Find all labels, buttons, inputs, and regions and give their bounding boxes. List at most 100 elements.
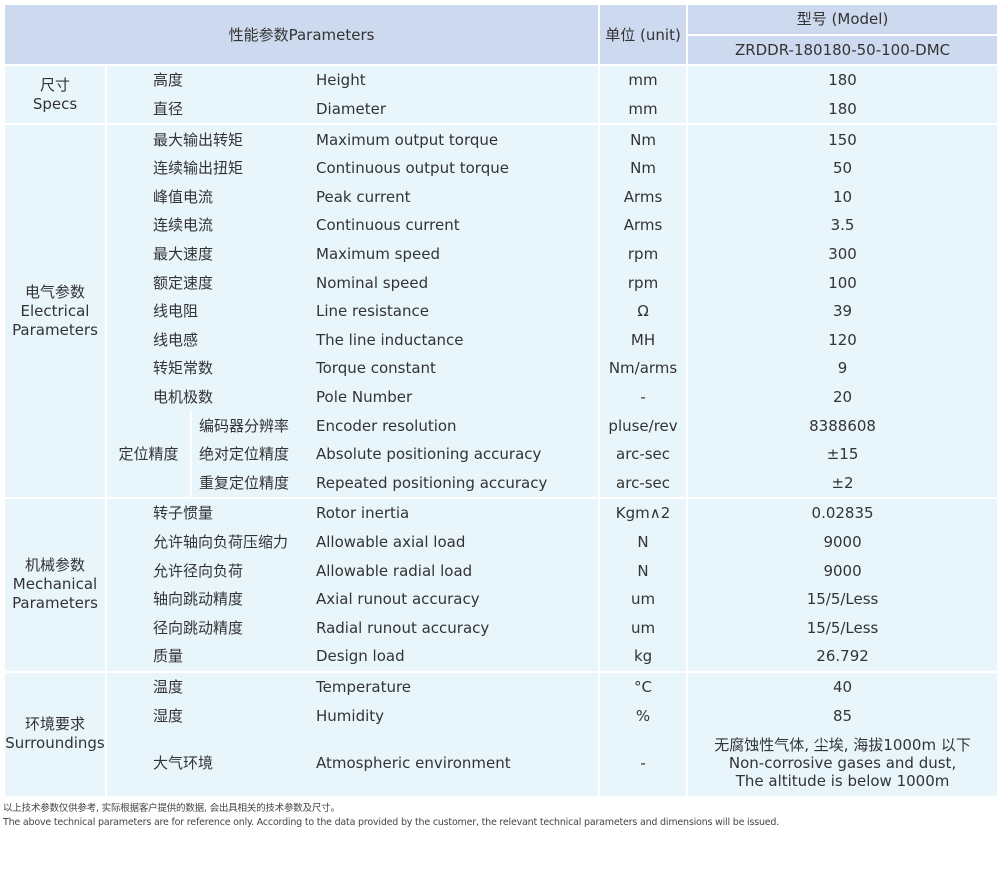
table-row: 允许轴向负荷压缩力 Allowable axial load N 9000 — [4, 527, 1000, 557]
spec-table: 性能参数Parameters 单位 (unit) 型号 (Model) ZRDD… — [2, 2, 1000, 798]
footnote-en: The above technical parameters are for r… — [3, 816, 780, 828]
param-en: Axial runout accuracy — [311, 584, 601, 614]
table-row: 定位精度 编码器分辨率 Encoder resolution pluse/rev 838… — [4, 411, 1000, 499]
table-row: 径向跳动精度 Radial runout accuracy um 15/5/Less — [4, 613, 1000, 643]
param-unit: um — [598, 613, 689, 643]
group-label: 环境要求 Surroundings — [3, 670, 107, 798]
param-cn: 温度 — [105, 670, 311, 702]
param-en: Nominal speed — [311, 268, 601, 297]
param-unit: % — [598, 701, 689, 730]
footnote: 以上技术参数仅供参考, 实际根据客户提供的数据, 会出具相关的技术参数及尺寸。 … — [3, 802, 997, 830]
param-value: 50 — [686, 153, 1000, 183]
param-value: 15/5/Less — [686, 613, 1000, 643]
param-en: Absolute positioning accuracy — [311, 439, 601, 469]
param-en: Continuous current — [311, 211, 601, 240]
param-cn: 大气环境 — [105, 729, 311, 798]
param-en: Diameter — [311, 94, 601, 126]
param-cn: 连续输出扭矩 — [105, 153, 311, 183]
param-en: Continuous output torque — [311, 153, 601, 183]
param-unit: Nm — [598, 123, 689, 154]
param-value: 3.5 — [686, 211, 1000, 240]
param-value: 9 — [686, 354, 1000, 383]
param-unit: °C — [598, 670, 689, 702]
param-unit: N — [598, 556, 689, 585]
param-cn: 峰值电流 — [105, 182, 311, 212]
table-row: 湿度 Humidity% 85 — [4, 701, 1000, 730]
param-value: 15/5/Less — [686, 584, 1000, 614]
param-en: Radial runout accuracy — [311, 613, 601, 643]
table-row: 直径 Diameter mm 180 — [4, 94, 1000, 126]
param-en: Peak current — [311, 182, 601, 212]
param-en: Allowable axial load — [311, 527, 601, 557]
table-row: 电机极数 Pole Number -20 — [4, 382, 1000, 412]
param-en: Atmospheric environment — [311, 729, 601, 798]
param-unit: rpm — [598, 268, 689, 297]
param-cn: 线电阻 — [105, 296, 311, 326]
param-en: Encoder resolution — [311, 411, 601, 440]
table-row: 连续电流 Continuous current Arms 3.5 — [4, 211, 1000, 240]
param-en: Line resistance — [311, 296, 601, 326]
param-value: 39 — [686, 296, 1000, 326]
param-cn: 允许径向负荷 — [105, 556, 311, 585]
header-model-label: 型号 (Model) — [686, 3, 1000, 36]
param-cn: 绝对定位精度 — [190, 439, 311, 469]
param-en: Maximum speed — [311, 239, 601, 269]
param-en: Torque constant — [311, 354, 601, 383]
table-row: 连续输出扭矩 Continuous output torque Nm 50 — [4, 153, 1000, 183]
param-cn: 直径 — [105, 94, 311, 126]
param-value: 9000 — [686, 527, 1000, 557]
param-value: 120 — [686, 325, 1000, 355]
group-label: 机械参数 Mechanical Parameters — [3, 497, 107, 673]
param-cn: 最大速度 — [105, 239, 311, 269]
table-row: 重复定位精度 Repeated positioning accuracy arc-s… — [4, 468, 1000, 500]
param-value: 180 — [686, 64, 1000, 95]
table-row: 尺寸 Specs 高度 Height mm 180 — [3, 64, 1000, 126]
table-row: 电气参数 Electrical Parameters 最大输出转矩 Maximum … — [3, 123, 1000, 500]
table-row: 质量 Design load kg 26.792 — [4, 642, 1000, 673]
header-unit: 单位 (unit) — [598, 2, 689, 67]
param-en: Maximum output torque — [311, 123, 601, 154]
param-en: Humidity — [311, 701, 601, 730]
table-row: 线电阻 Line resistance Ω 39 — [4, 296, 1000, 326]
table-row: 转矩常数 Torque constant Nm/arms 9 — [4, 354, 1000, 383]
param-cn: 转子惯量 — [105, 497, 311, 528]
param-cn: 质量 — [105, 642, 311, 673]
table-row: 大气环境 Atmospheric environment - 无腐蚀性气体, 尘埃, … — [4, 729, 1000, 798]
param-en: Pole Number — [311, 382, 601, 412]
param-en: Temperature — [311, 670, 601, 702]
param-unit: Kgm∧2 — [598, 497, 689, 528]
group-label: 电气参数 Electrical Parameters — [3, 123, 107, 500]
param-value: 无腐蚀性气体, 尘埃, 海拔1000m 以下 Non-corrosive gas… — [686, 729, 1000, 798]
param-en: Height — [311, 64, 601, 95]
param-en: Allowable radial load — [311, 556, 601, 585]
param-value: 8388608 — [686, 411, 1000, 440]
param-unit: Arms — [598, 182, 689, 212]
subgroup-label: 定位精度 — [105, 411, 192, 499]
param-value: 300 — [686, 239, 1000, 269]
table-row: 绝对定位精度 Absolute positioning accuracy arc-s… — [4, 439, 1000, 469]
param-value: 150 — [686, 123, 1000, 154]
param-value: 0.02835 — [686, 497, 1000, 528]
param-en: Design load — [311, 642, 601, 673]
param-unit: Nm — [598, 153, 689, 183]
param-cn: 湿度 — [105, 701, 311, 730]
param-cn: 允许轴向负荷压缩力 — [105, 527, 311, 557]
param-unit: um — [598, 584, 689, 614]
header-model: ZRDDR-180180-50-100-DMC — [686, 33, 1000, 67]
param-unit: arc-sec — [598, 439, 689, 469]
param-cn: 轴向跳动精度 — [105, 584, 311, 614]
param-unit: mm — [598, 94, 689, 126]
table-row: 机械参数 Mechanical Parameters 转子惯量 Rotor iner… — [3, 497, 1000, 673]
param-cn: 径向跳动精度 — [105, 613, 311, 643]
param-unit: - — [598, 729, 689, 798]
param-unit: mm — [598, 64, 689, 95]
param-cn: 重复定位精度 — [190, 468, 311, 500]
param-value: 40 — [686, 670, 1000, 702]
table-row: 最大速度 Maximum speed rpm 300 — [4, 239, 1000, 269]
table-row: 峰值电流 Peak current Arms 10 — [4, 182, 1000, 212]
param-value: 9000 — [686, 556, 1000, 585]
param-en: Repeated positioning accuracy — [311, 468, 601, 500]
spec-sheet: 性能参数Parameters 单位 (unit) 型号 (Model) ZRDD… — [2, 2, 1000, 830]
param-unit: MH — [598, 325, 689, 355]
table-row: 环境要求 Surroundings 温度 Temperature °C 40 — [3, 670, 1000, 798]
